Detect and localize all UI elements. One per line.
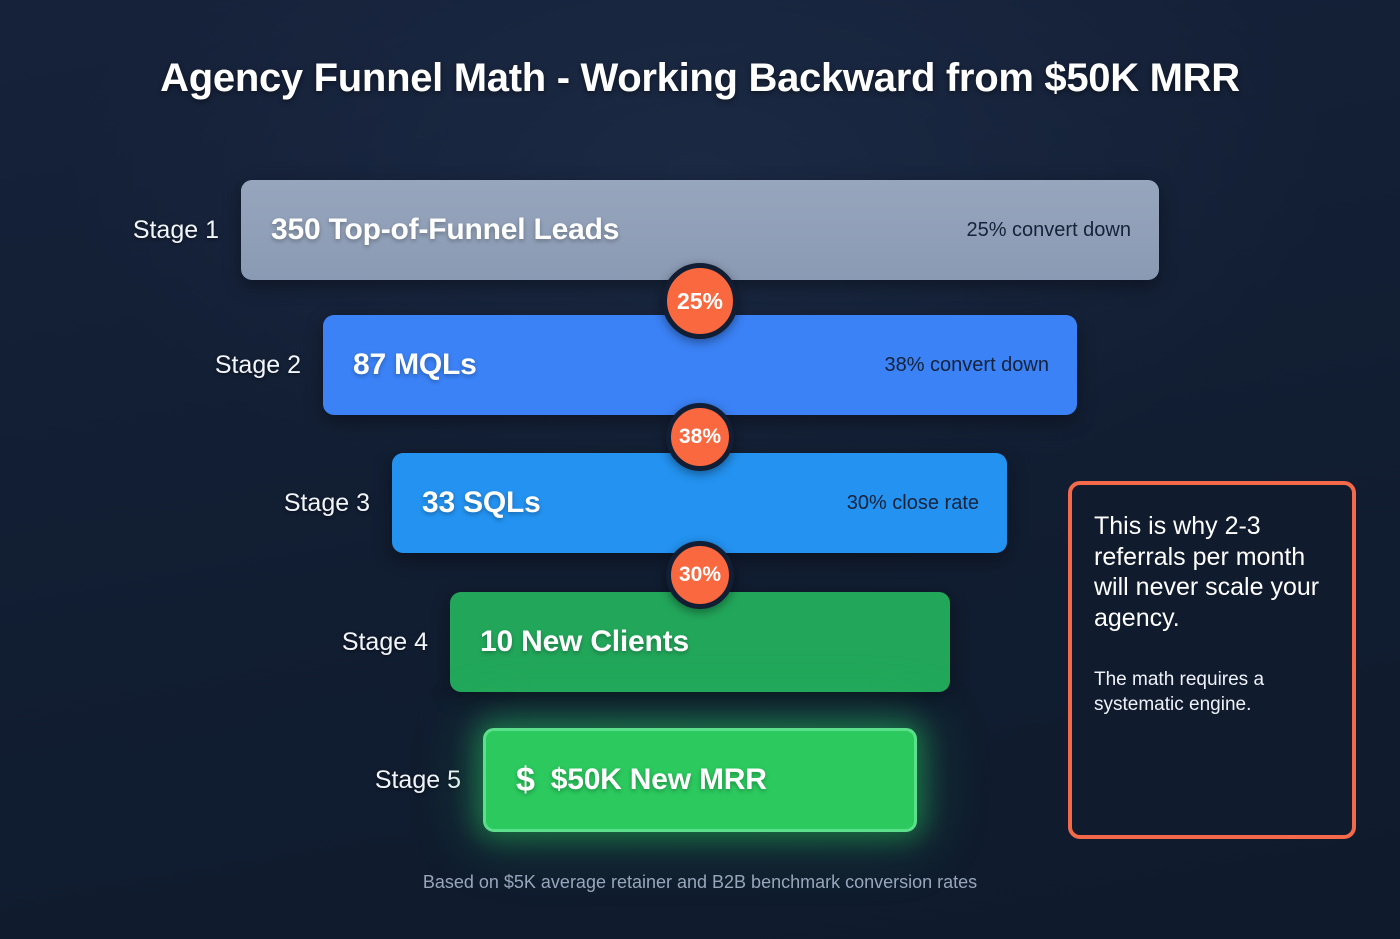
funnel-stage-2[interactable]: Stage 2 87 MQLs 38% convert down — [215, 315, 1077, 415]
stage-value-1: 350 Top-of-Funnel Leads — [271, 213, 620, 246]
stage-value-2: 87 MQLs — [353, 348, 477, 381]
stage-value-4: 10 New Clients — [480, 625, 689, 658]
callout-box: This is why 2-3 referrals per month will… — [1068, 481, 1356, 839]
conversion-badge-3[interactable]: 30% — [666, 541, 734, 609]
page-title: Agency Funnel Math - Working Backward fr… — [160, 56, 1240, 100]
stage-value-3: 33 SQLs — [422, 486, 541, 519]
conversion-badge-1[interactable]: 25% — [662, 263, 738, 339]
stage-note-3: 30% close rate — [846, 491, 979, 514]
stage-note-2: 38% convert down — [884, 353, 1049, 376]
stage-label-5: Stage 5 — [374, 765, 461, 794]
stage-value-5: $ $50K New MRR — [516, 763, 767, 797]
stage-note-1: 25% convert down — [966, 218, 1131, 241]
stage-label-2: Stage 2 — [214, 350, 301, 379]
stage-bar-1[interactable]: 350 Top-of-Funnel Leads 25% convert down — [241, 180, 1159, 280]
stage-label-1: Stage 1 — [132, 215, 219, 244]
conversion-badge-2[interactable]: 38% — [666, 403, 734, 471]
footnote: Based on $5K average retainer and B2B be… — [422, 872, 978, 892]
stage-label-3: Stage 3 — [283, 488, 370, 517]
funnel-stage-5[interactable]: Stage 5 $ $50K New MRR — [375, 728, 917, 832]
funnel-stage-1[interactable]: Stage 1 350 Top-of-Funnel Leads 25% conv… — [133, 180, 1159, 280]
dollar-icon: $ — [516, 761, 535, 799]
callout-lead-text: This is why 2-3 referrals per month will… — [1094, 512, 1320, 632]
stage-label-4: Stage 4 — [341, 627, 428, 656]
callout-sub-text: The math requires a systematic engine. — [1094, 669, 1265, 716]
stage-value-5-text: $50K New MRR — [550, 763, 767, 796]
stage-bar-5[interactable]: $ $50K New MRR — [483, 728, 917, 832]
